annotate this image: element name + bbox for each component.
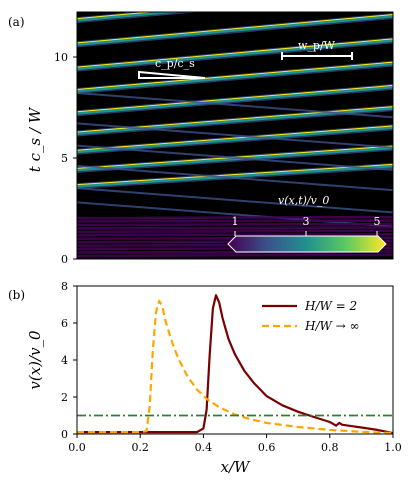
heatmap-band — [77, 125, 393, 154]
panel-a-frame — [76, 11, 394, 260]
heatmap-band — [77, 62, 393, 93]
y-tick-label: 0 — [61, 428, 68, 441]
heatmap-band — [77, 146, 393, 172]
heatmap-band — [77, 144, 393, 171]
heatmap-stripe — [77, 253, 393, 258]
y-tick-label: 6 — [61, 317, 68, 330]
panel-b-xlabel: x/W — [221, 458, 252, 476]
series-line-dashed — [77, 299, 393, 434]
panel-b-label: (b) — [8, 288, 25, 302]
y-tick-label: 8 — [61, 280, 68, 293]
heatmap-band — [77, 85, 393, 115]
heatmap-band — [77, 61, 393, 90]
x-tick-label: 1.0 — [384, 441, 402, 454]
x-tick-label: 0.2 — [131, 441, 149, 454]
heatmap-band — [77, 38, 393, 68]
panel-b-ylabel: v(x)/v_0 — [26, 330, 44, 390]
cp-annotation: c_p/c_s — [138, 57, 206, 79]
heatmap-band — [77, 201, 393, 228]
heatmap-band — [77, 84, 393, 113]
heatmap-band — [77, 187, 393, 214]
heatmap-stripe — [77, 222, 393, 227]
colorbar: v(x,t)/v_0 1 3 5 — [227, 194, 387, 253]
x-tick-label: 0.6 — [258, 441, 276, 454]
colorbar-tick-1: 1 — [232, 215, 239, 228]
y-tick-label: 2 — [61, 391, 68, 404]
colorbar-tick-3: 3 — [303, 215, 310, 228]
panel-a-ytick-10: 10 — [54, 51, 68, 64]
y-tick-label: 4 — [61, 354, 68, 367]
heatmap-band — [77, 38, 393, 71]
legend-entry-2: H/W → ∞ — [304, 319, 360, 333]
colorbar-bar — [227, 235, 387, 253]
heatmap-band — [77, 163, 393, 186]
heatmap-band — [77, 0, 393, 4]
wp-annotation: w_p/W — [281, 39, 353, 60]
legend: H/W = 2 H/W → ∞ — [262, 299, 360, 333]
heatmap-stripe — [77, 215, 393, 220]
heatmap-band — [77, 164, 393, 188]
panel-a-label: (a) — [8, 15, 25, 29]
x-tick-label: 0.8 — [321, 441, 339, 454]
legend-entry-1: H/W = 2 — [304, 299, 357, 313]
heatmap-band — [77, 0, 393, 2]
cp-annotation-label: c_p/c_s — [155, 57, 195, 70]
panel-a-ytick-5: 5 — [61, 152, 68, 165]
line-plot — [77, 294, 393, 434]
heatmap-band — [77, 122, 393, 149]
heatmap-stripe — [77, 219, 393, 223]
wp-annotation-label: w_p/W — [298, 39, 336, 52]
colorbar-label: v(x,t)/v_0 — [278, 194, 329, 207]
heatmap-stripe — [77, 226, 393, 230]
panel-a-ytick-0: 0 — [61, 253, 68, 266]
heatmap-band — [77, 12, 185, 22]
heatmap-band — [77, 91, 393, 119]
heatmap-band — [77, 14, 393, 46]
panel-a-ylabel: t c_s / W — [26, 106, 44, 172]
heatmap-band — [77, 164, 393, 192]
x-tick-label: 0.4 — [195, 441, 213, 454]
panel-a-yticks: 0 5 10 — [54, 51, 77, 266]
heatmap-band — [77, 14, 393, 44]
heatmap-band — [77, 0, 393, 4]
heatmap-band — [77, 12, 157, 20]
panel-b-ticks: 0.0 0.2 0.4 0.6 0.8 1.0 0 2 4 6 8 — [61, 280, 402, 454]
x-tick-label: 0.0 — [68, 441, 86, 454]
heatmap-band — [77, 125, 393, 151]
series-line-solid — [77, 294, 393, 434]
colorbar-tick-5: 5 — [374, 215, 381, 228]
